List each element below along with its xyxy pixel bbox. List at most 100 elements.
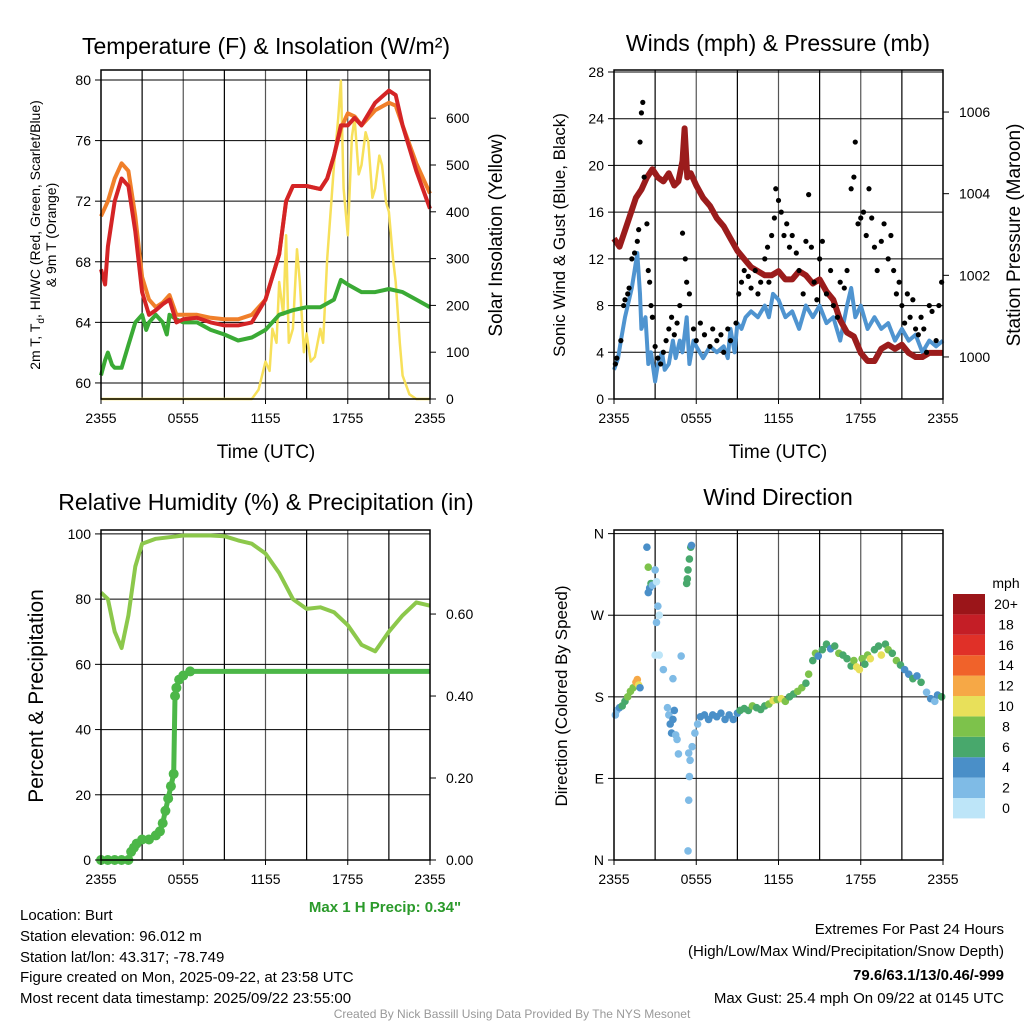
gust-point [896,279,902,285]
gust-point [697,320,703,326]
y2-tick-label: 1000 [959,349,990,365]
legend-swatch [953,655,985,676]
y-tick-label: 28 [588,64,604,80]
direction-point [684,749,693,757]
direction-point [669,715,677,724]
gust-point [837,279,843,285]
gust-point [915,332,921,338]
gust-point [863,232,869,239]
gust-point [671,332,677,338]
y-tick-label: N [594,526,604,542]
direction-point [673,735,681,744]
location-text: Location: Burt [20,907,113,924]
gust-point [655,355,661,361]
y-tick-label: 68 [75,254,91,270]
gust-point [660,349,666,355]
direction-point [651,566,659,574]
gust-point [745,273,751,279]
direction-point [877,651,886,659]
gust-point [823,291,830,297]
gust-point [885,256,891,262]
direction-point [850,656,858,665]
gust-point [902,320,908,326]
gust-point [904,291,910,297]
ylabel-line2: & 9m T (Orange) [43,183,59,288]
legend-swatch [953,798,985,819]
gust-point [738,279,745,285]
gust-point [636,227,642,233]
x-tick-label: 0555 [681,871,712,887]
precip-point [168,768,179,779]
direction-point [674,750,683,758]
legend-label: 0 [1002,800,1010,816]
precip-point [157,818,168,829]
gust-point [686,291,692,297]
legend-swatch [953,675,985,696]
precip-point [170,691,181,702]
ylabel-part: , HI/WC (Red, Green, Scarlet/Blue) [27,100,43,318]
gust-point [830,302,836,309]
legend-label: 10 [998,698,1014,714]
direction-point [855,665,864,674]
gust-point [663,338,669,344]
direction-point [663,703,672,712]
gust-point [668,314,675,320]
direction-point [684,796,693,804]
direction-point [917,678,925,687]
gust-point [658,361,664,367]
gust-point [640,99,646,105]
y-tick-label: 100 [68,526,92,542]
created-text: Figure created on Mon, 2025-09-22, at 23… [20,969,354,986]
gust-point [710,326,716,332]
y2-tick-label: 100 [446,344,470,360]
gust-point [649,314,655,320]
x-tick-label: 2355 [414,871,445,887]
x-tick-label: 1755 [845,410,876,426]
winds-chart-title: Winds (mph) & Pressure (mb) [626,30,930,56]
y-tick-label: E [595,770,604,786]
direction-point [659,665,668,674]
gust-point [855,221,861,227]
solar-y2-label: Solar Insolation (Yellow) [486,133,507,336]
gust-point [918,314,924,320]
gust-point [848,186,854,192]
gust-point [800,291,806,297]
gust-point [888,232,894,239]
y-tick-label: 24 [588,111,604,127]
x-tick-label: 0555 [681,410,712,426]
gust-point [618,338,624,344]
legend-label: 8 [1002,718,1010,734]
speed-legend: mph 0 2 4 6 8 10 12 14 16 18 20+ [953,575,1020,819]
credit-text: Created By Nick Bassill Using Data Provi… [334,1007,691,1021]
gust-point [714,338,720,344]
gust-point [690,326,697,332]
gust-point [721,349,727,355]
gust-point [707,343,713,350]
legend-swatch [953,716,985,737]
gust-point [762,256,768,262]
direction-point [830,642,839,650]
legend-label: 14 [998,657,1014,673]
y-tick-label: 60 [75,375,91,391]
gust-point [929,308,935,315]
gust-point [817,256,823,262]
x-tick-label: 1155 [763,410,793,426]
x-tick-label: 2355 [927,410,958,426]
direction-point [866,654,875,663]
y-tick-label: 80 [75,72,91,88]
series-line-relative-humidity [99,533,431,654]
legend-swatch [953,757,985,778]
direction-point [818,645,827,654]
gust-point [652,343,658,350]
gust-point [852,139,858,145]
y2-tick-label: 400 [446,204,470,220]
gust-point [789,232,795,239]
temperature-chart-title: Temperature (F) & Insolation (W/m²) [82,33,450,59]
y-tick-label: 20 [588,157,604,173]
precip-point [171,682,182,693]
y-tick-label: 72 [75,193,91,209]
gust-point [784,221,790,227]
gust-point [647,279,653,285]
